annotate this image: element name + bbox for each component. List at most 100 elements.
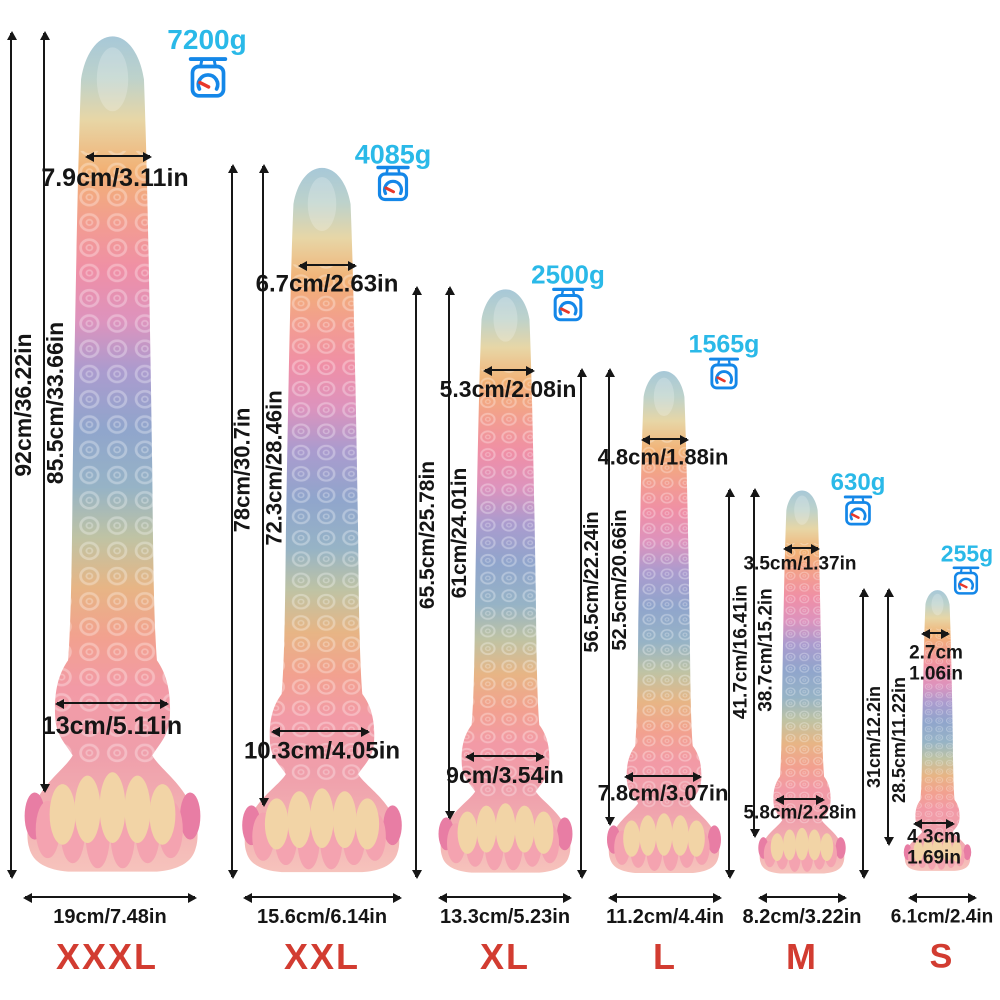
scale-icon xyxy=(952,566,980,595)
insertable-length-label: 61cm/24.01in xyxy=(448,467,472,599)
base-petal xyxy=(264,798,289,850)
base-width-label: 13.3cm/5.23in xyxy=(439,905,571,928)
total-length-label: 56.5cm/22.24in xyxy=(580,511,603,653)
base-petal xyxy=(835,837,846,859)
base-petal xyxy=(820,833,834,862)
weight-label: 4085g xyxy=(354,139,432,170)
total-length-arrow xyxy=(577,368,587,879)
base-petal xyxy=(149,784,175,845)
base-petal xyxy=(671,815,689,856)
base-petal xyxy=(556,817,572,851)
base-petal xyxy=(688,820,705,857)
tip-width-arrow xyxy=(483,366,535,376)
base-petal xyxy=(355,798,380,850)
base-petal xyxy=(639,815,657,856)
knot-width-label: 5.8cm/2.28in xyxy=(743,802,857,824)
scale-icon xyxy=(843,495,873,526)
base-petal xyxy=(533,811,553,854)
base-width-label: 11.2cm/4.4in xyxy=(606,905,724,928)
total-length-arrow xyxy=(228,164,238,879)
base-petal xyxy=(795,827,809,861)
base-petal xyxy=(514,805,534,853)
product-illustration-xxxl xyxy=(24,36,200,872)
base-petal xyxy=(962,844,971,861)
base-petal xyxy=(49,784,75,845)
insertable-length-arrow xyxy=(750,488,760,838)
tip-highlight xyxy=(930,593,944,616)
tip-highlight xyxy=(307,177,337,232)
product-illustration-xxl xyxy=(242,167,402,873)
base-petal xyxy=(770,833,784,862)
base-petal xyxy=(383,805,402,846)
tip-highlight xyxy=(794,495,810,525)
scale-icon xyxy=(708,357,740,390)
insertable-length-label: 38.7cm/15.2in xyxy=(755,588,777,712)
tip-width-label: 7.9cm/3.11in xyxy=(41,164,189,192)
base-petal xyxy=(179,792,200,840)
base-width-arrow xyxy=(908,893,977,903)
product-illustration-m xyxy=(758,490,846,874)
tip-width-label: 6.7cm/2.63in xyxy=(255,270,399,298)
weight-label: 255g xyxy=(940,540,994,567)
insertable-length-label: 28.5cm/11.22in xyxy=(888,676,909,804)
base-petal xyxy=(932,837,942,862)
base-petal xyxy=(807,829,821,861)
total-length-arrow xyxy=(412,286,422,879)
size-label-l: L xyxy=(653,936,677,977)
tip-width-arrow xyxy=(921,629,950,639)
base-petal xyxy=(476,805,496,853)
product-illustration-l xyxy=(607,371,721,873)
insertable-length-arrow xyxy=(445,286,455,820)
product-texture xyxy=(459,369,551,799)
total-length-arrow xyxy=(859,588,869,879)
weight-label: 1565g xyxy=(688,330,760,359)
base-petal xyxy=(623,820,640,857)
product-texture xyxy=(772,543,832,825)
tip-width-label: 3.5cm/1.37in xyxy=(743,553,857,575)
base-width-label: 15.6cm/6.14in xyxy=(256,905,388,928)
knot-width-arrow xyxy=(913,819,955,829)
total-length-arrow xyxy=(725,488,735,879)
knot-width-label: 9cm/3.54in xyxy=(446,762,564,789)
tip-width-arrow xyxy=(298,261,357,271)
tip-width-label: 5.3cm/2.08in xyxy=(439,376,577,403)
insertable-length-arrow xyxy=(605,368,615,826)
scale-icon xyxy=(188,57,228,98)
knot-width-arrow xyxy=(624,772,702,782)
insertable-length-arrow xyxy=(40,31,50,793)
tip-width-arrow xyxy=(641,435,689,445)
base-width-arrow xyxy=(23,893,197,903)
knot-width-label: 13cm/5.11in xyxy=(41,712,183,740)
base-width-arrow xyxy=(243,893,402,903)
base-petal xyxy=(74,775,100,844)
insertable-length-arrow xyxy=(884,588,894,846)
base-petal xyxy=(457,811,477,854)
knot-width-label: 4.3cm 1.69in xyxy=(907,826,961,869)
product-texture xyxy=(51,150,173,766)
base-width-label: 19cm/7.48in xyxy=(53,905,167,928)
knot-width-arrow xyxy=(775,795,825,805)
product-illustration-s xyxy=(903,590,971,871)
base-width-arrow xyxy=(608,893,722,903)
tip-width-label: 4.8cm/1.88in xyxy=(597,444,729,470)
base-petal xyxy=(332,791,357,849)
base-width-arrow xyxy=(758,893,847,903)
tip-highlight xyxy=(653,377,675,417)
base-width-label: 6.1cm/2.4in xyxy=(890,906,994,928)
size-label-m: M xyxy=(786,936,818,977)
total-length-label: 31cm/12.2in xyxy=(863,685,884,789)
knot-width-arrow xyxy=(465,752,545,762)
insertable-length-label: 85.5cm/33.66in xyxy=(42,321,69,485)
base-width-arrow xyxy=(438,893,572,903)
total-length-label: 41.7cm/16.41in xyxy=(730,584,752,720)
base-width-label: 8.2cm/3.22in xyxy=(742,905,862,928)
weight-label: 630g xyxy=(830,469,886,496)
base-petal xyxy=(951,841,962,862)
base-petal xyxy=(310,788,334,849)
total-length-label: 92cm/36.22in xyxy=(10,333,37,477)
product-illustration-xl xyxy=(438,289,572,873)
total-length-arrow xyxy=(7,31,17,879)
insertable-length-arrow xyxy=(259,164,269,807)
base-petal xyxy=(124,775,150,844)
